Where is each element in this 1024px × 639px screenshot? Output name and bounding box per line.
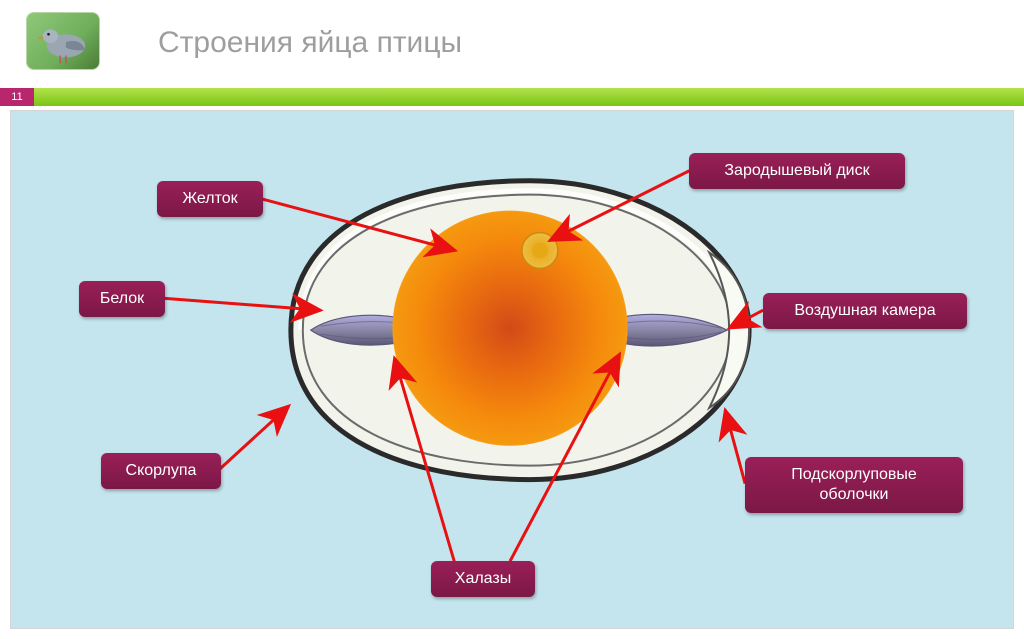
germinal-disc — [522, 233, 558, 269]
label-chalazae: Халазы — [431, 561, 535, 597]
label-air-cell: Воздушная камера — [763, 293, 967, 329]
egg-inner-membrane — [303, 195, 731, 466]
diagram-area: Желток Белок Скорлупа Зародышевый диск В… — [10, 110, 1014, 629]
green-divider-bar — [0, 88, 1024, 106]
page-number-tab: 11 — [0, 88, 34, 106]
yolk — [392, 211, 627, 446]
slide-title: Строения яйца птицы — [158, 26, 462, 60]
label-shell: Скорлупа — [101, 453, 221, 489]
chalaza-right — [610, 314, 728, 346]
label-albumen: Белок — [79, 281, 165, 317]
chalaza-left — [311, 315, 411, 345]
label-germinal-disc: Зародышевый диск — [689, 153, 905, 189]
egg-shell — [291, 181, 749, 480]
callout-arrows — [163, 171, 763, 561]
bird-thumbnail-icon — [26, 12, 100, 70]
label-yolk: Желток — [157, 181, 263, 217]
label-membranes: Подскорлуповые оболочки — [745, 457, 963, 513]
air-cell — [709, 252, 749, 407]
header: Строения яйца птицы — [0, 0, 1024, 88]
